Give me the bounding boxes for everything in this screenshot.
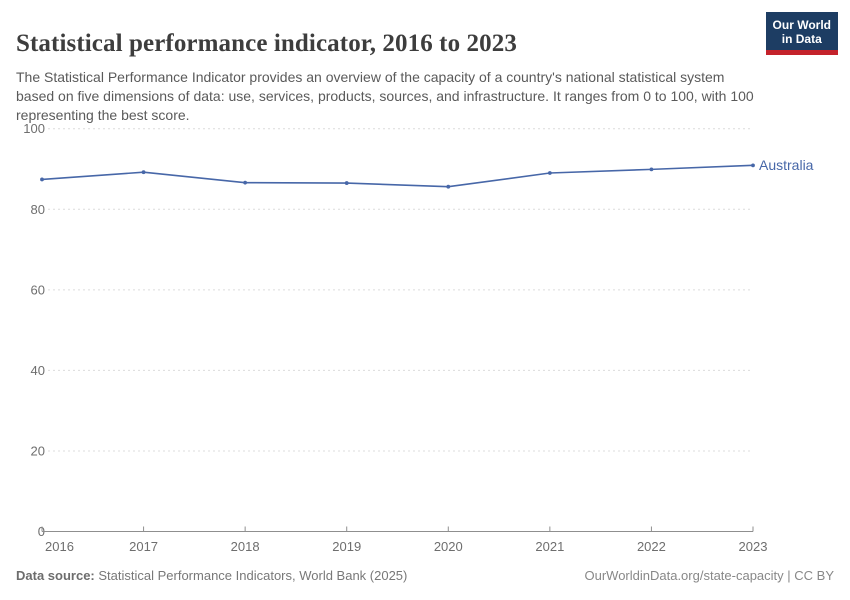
data-source-text: Statistical Performance Indicators, Worl…: [94, 568, 408, 583]
x-tick-label-2016: 2016: [45, 539, 74, 554]
y-tick-label-0: 0: [38, 524, 45, 539]
owid-logo-line1: Our World: [772, 18, 831, 32]
page-title: Statistical performance indicator, 2016 …: [16, 29, 517, 57]
data-point-australia-2020: [446, 184, 451, 189]
data-point-australia-2017: [141, 170, 146, 175]
y-tick-label-100: 100: [23, 121, 45, 136]
x-tick-label-2023: 2023: [739, 539, 768, 554]
data-point-australia-2023: [751, 163, 755, 168]
chart-subtitle: The Statistical Performance Indicator pr…: [16, 69, 754, 123]
y-tick-label-20: 20: [31, 443, 45, 458]
x-tick-label-2018: 2018: [231, 539, 260, 554]
owid-url-license[interactable]: OurWorldinData.org/state-capacity | CC B…: [584, 568, 834, 583]
x-tick-label-2022: 2022: [637, 539, 666, 554]
x-tick-label-2021: 2021: [535, 539, 564, 554]
data-source-label: Data source:: [16, 568, 95, 583]
data-source-note: Data source: Statistical Performance Ind…: [16, 568, 407, 583]
data-point-australia-2021: [547, 171, 552, 175]
x-tick-label-2017: 2017: [129, 539, 158, 554]
x-tick-label-2019: 2019: [332, 539, 361, 554]
data-point-australia-2018: [243, 180, 248, 185]
series-label-australia[interactable]: Australia: [759, 157, 814, 173]
data-point-australia-2022: [649, 167, 654, 172]
owid-logo-line2: in Data: [781, 32, 822, 46]
y-tick-label-80: 80: [31, 202, 45, 217]
data-point-australia-2019: [344, 181, 349, 185]
x-tick-label-2020: 2020: [434, 539, 463, 554]
chart-footer: Data source: Statistical Performance Ind…: [16, 568, 834, 583]
series-line-australia: [41, 164, 754, 188]
owid-logo[interactable]: Our World in Data: [765, 12, 838, 55]
y-tick-label-60: 60: [31, 282, 45, 297]
data-point-australia-2016: [40, 177, 44, 182]
y-tick-label-40: 40: [31, 363, 45, 378]
